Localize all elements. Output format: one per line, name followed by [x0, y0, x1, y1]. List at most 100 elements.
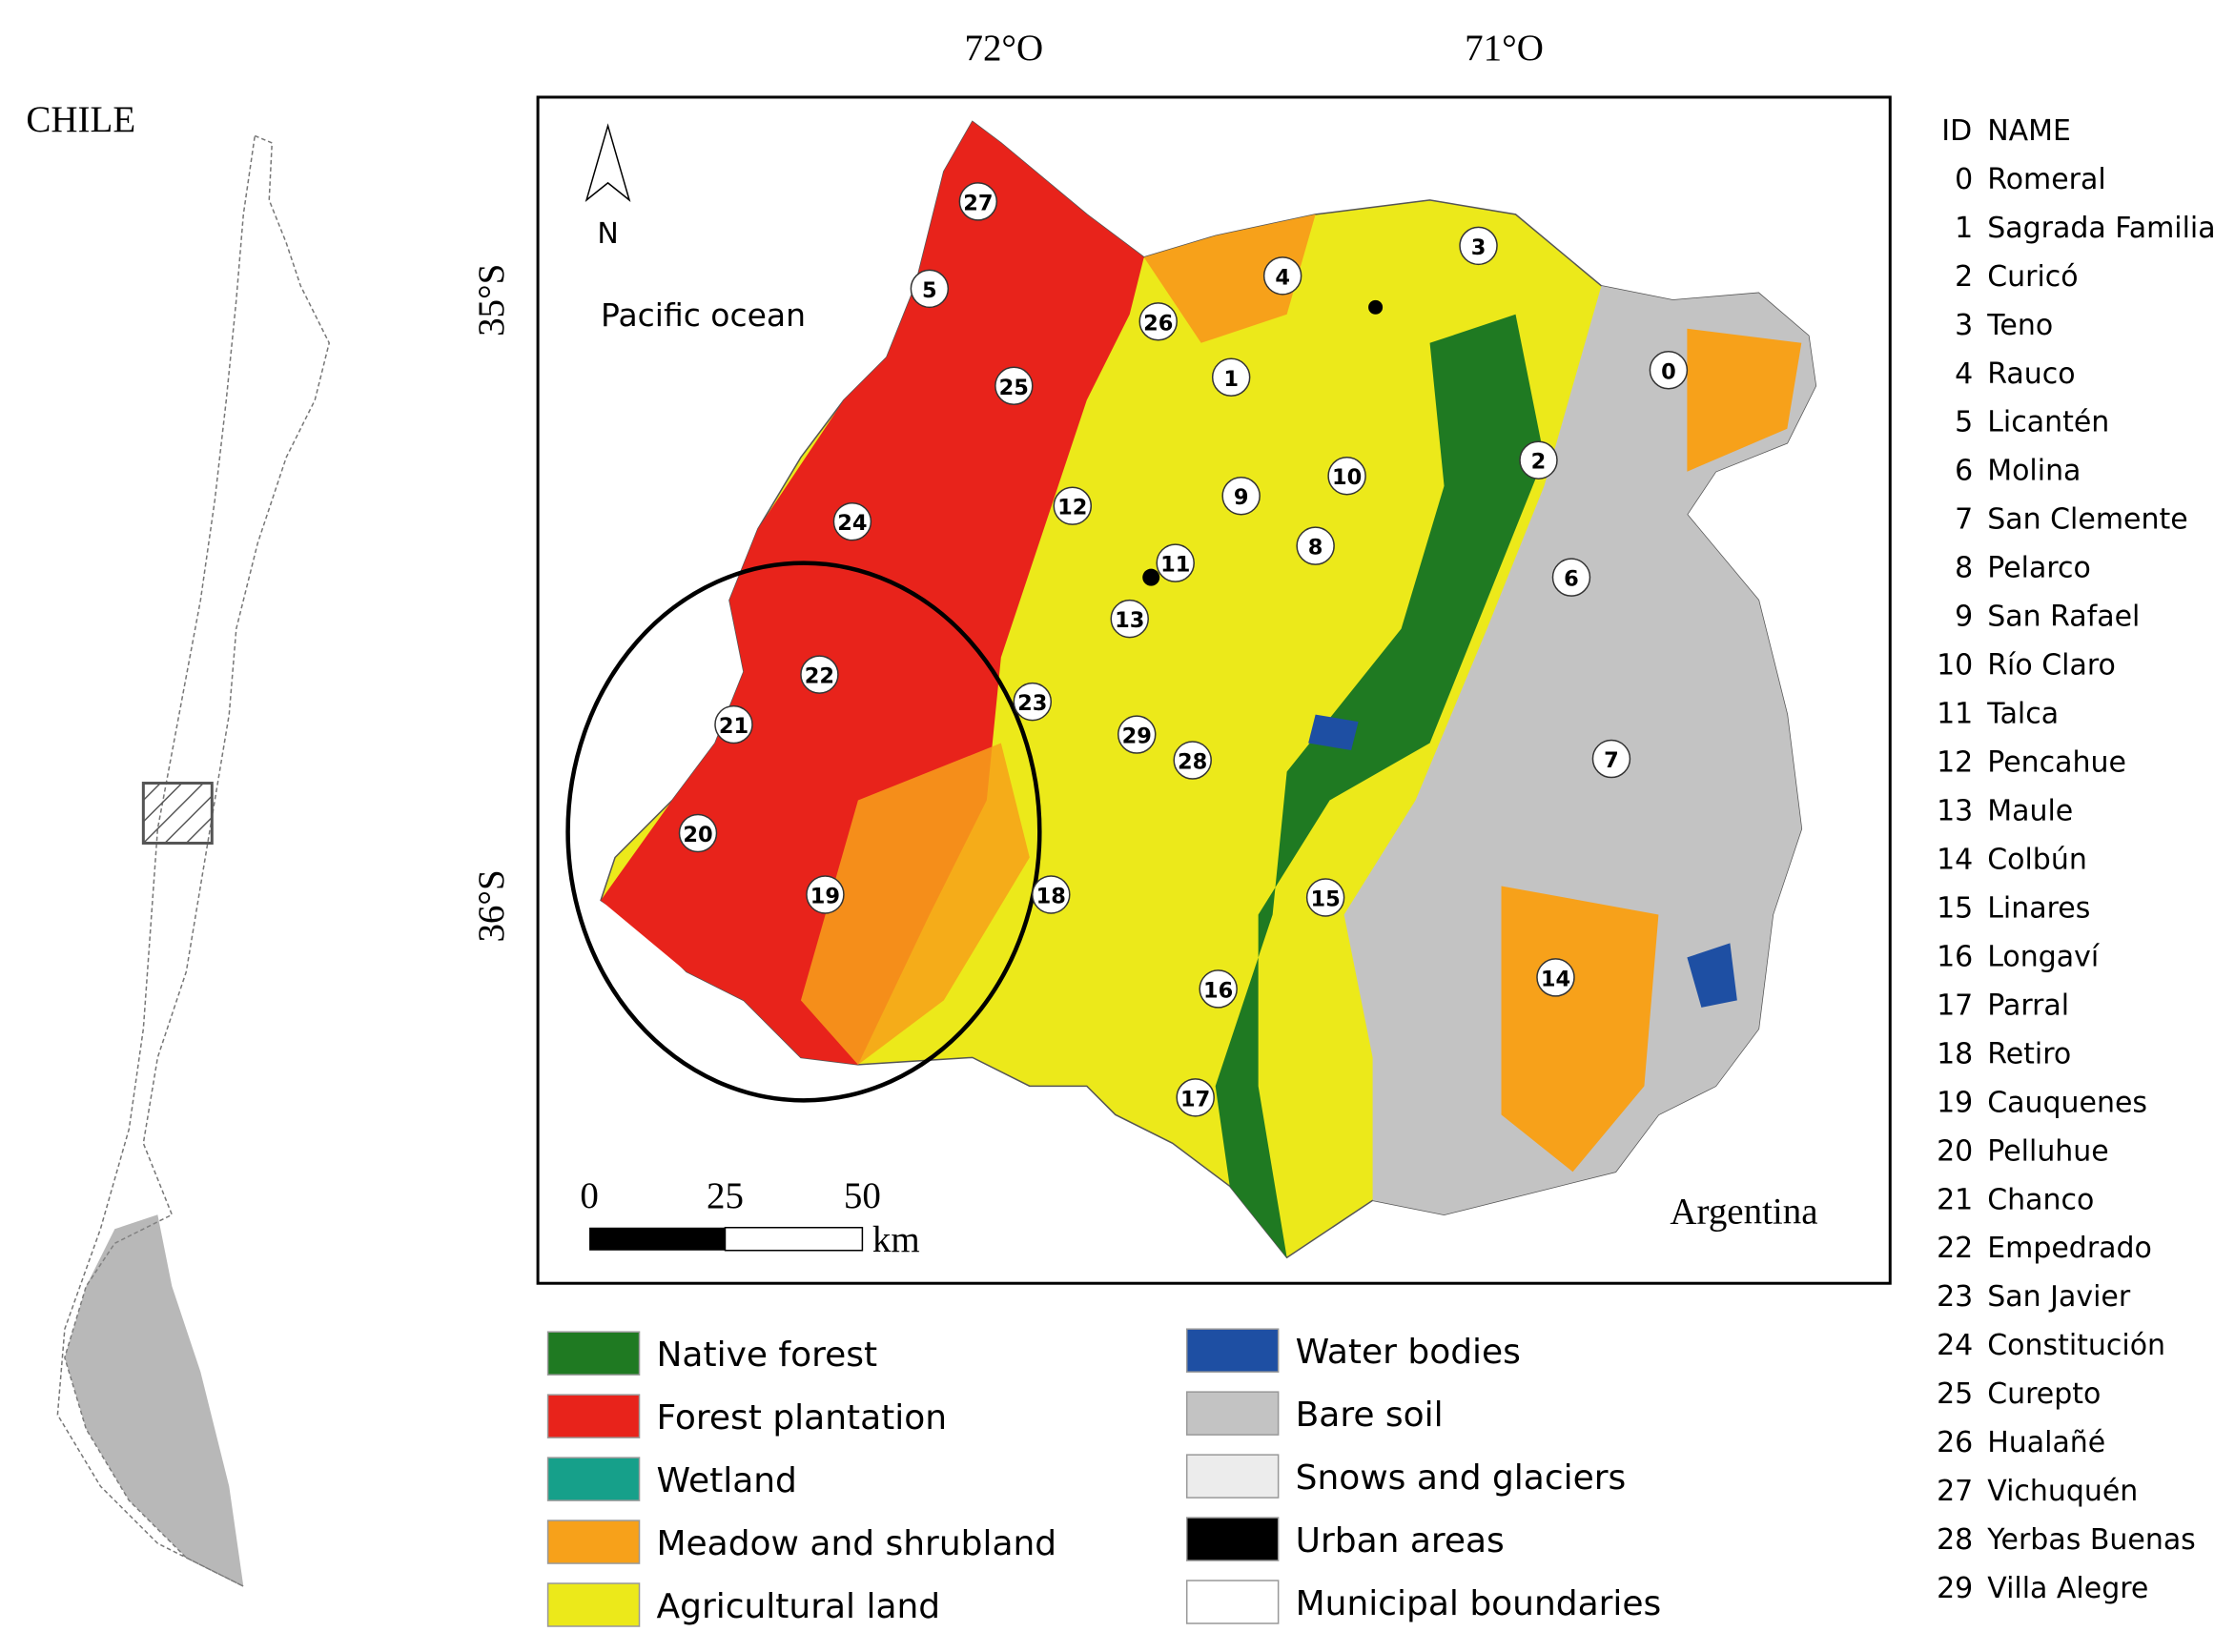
legend-label: Native forest	[657, 1336, 878, 1375]
table-id: 16	[1937, 940, 1973, 973]
lon-label: 72°O	[964, 28, 1043, 69]
table-name: Linares	[1987, 891, 2090, 925]
table-name: Maule	[1987, 795, 2073, 828]
municipality-marker	[1173, 741, 1212, 780]
table-id: 2	[1955, 260, 1973, 294]
legend-swatch	[546, 1519, 641, 1564]
water-body	[1687, 943, 1737, 1008]
municipality-id: 18	[1036, 884, 1066, 908]
table-id: 5	[1955, 406, 1973, 439]
table-name: Parral	[1987, 989, 2069, 1022]
municipality-marker	[1032, 875, 1071, 914]
municipality-id: 15	[1310, 887, 1340, 911]
municipality-id: 16	[1203, 978, 1233, 1003]
table-id: 25	[1937, 1377, 1973, 1411]
table-id: 27	[1937, 1475, 1973, 1508]
municipality-marker	[678, 813, 718, 853]
region-shrub-ne	[1687, 328, 1802, 472]
municipality-id: 22	[805, 664, 834, 689]
table-name: Licantén	[1987, 406, 2109, 439]
urban-area	[1368, 299, 1384, 315]
legend-swatch	[546, 1394, 641, 1438]
municipality-marker	[1013, 682, 1053, 722]
municipality-id: 20	[683, 823, 712, 847]
table-id: 21	[1937, 1183, 1973, 1216]
north-arrow	[584, 123, 631, 202]
legend-label: Agricultural land	[657, 1587, 941, 1626]
table-name: Empedrado	[1987, 1232, 2152, 1265]
municipality-id: 29	[1122, 724, 1152, 749]
municipality-id: 12	[1057, 496, 1087, 520]
municipality-marker	[1296, 526, 1335, 565]
study-area-box	[141, 782, 214, 845]
municipality-id: 17	[1180, 1087, 1210, 1112]
table-id: 19	[1937, 1086, 1973, 1119]
legend-label: Meadow and shrubland	[657, 1524, 1057, 1563]
highlight-ellipse	[565, 561, 1042, 1103]
lon-label: 71°O	[1465, 28, 1544, 69]
municipality-marker	[1262, 256, 1302, 296]
table-id: 26	[1937, 1426, 1973, 1459]
urban-area	[1142, 568, 1160, 586]
municipality-marker	[1221, 476, 1261, 516]
legend-label: Bare soil	[1296, 1396, 1444, 1435]
municipality-id: 14	[1541, 967, 1570, 991]
municipality-marker	[1138, 302, 1178, 341]
region-shrub-east	[1501, 886, 1659, 1173]
table-id: 22	[1937, 1232, 1973, 1265]
table-name: Rauco	[1987, 357, 2075, 391]
municipality-marker	[1211, 357, 1251, 398]
municipality-id: 9	[1234, 485, 1249, 510]
legend-label: Forest plantation	[657, 1398, 948, 1438]
municipality-id: 6	[1564, 567, 1579, 592]
table-name: Sagrada Familia	[1987, 212, 2215, 245]
scale-unit: km	[872, 1219, 920, 1260]
legend-swatch	[1185, 1391, 1280, 1436]
municipality-labels: 0123456789101112131415161718192021222324…	[678, 182, 1689, 1117]
table-name: Talca	[1986, 698, 2059, 731]
lat-label: 36°S	[471, 869, 512, 942]
municipality-marker	[806, 875, 845, 914]
table-name: Vichuquén	[1987, 1475, 2138, 1508]
table-id: 15	[1937, 891, 1973, 925]
municipality-marker	[1536, 958, 1575, 997]
table-id: 17	[1937, 989, 1973, 1022]
municipality-marker	[1110, 599, 1149, 639]
legend-swatch	[1185, 1517, 1280, 1561]
table-name: Curepto	[1987, 1377, 2101, 1411]
land-cover	[600, 120, 1817, 1259]
municipality-marker	[1156, 543, 1195, 582]
municipality-id: 5	[922, 278, 937, 303]
region-shrub-west	[800, 743, 1030, 1065]
scale-tick: 50	[844, 1175, 881, 1216]
municipality-id: 11	[1160, 553, 1190, 578]
municipality-marker	[1591, 739, 1631, 779]
table-id: 7	[1955, 503, 1973, 537]
table-id: 3	[1955, 309, 1973, 342]
table-name: Chanco	[1987, 1183, 2094, 1216]
municipality-marker	[910, 269, 950, 309]
table-id: 1	[1955, 212, 1973, 245]
table-name: San Clemente	[1987, 503, 2187, 537]
table-id: 14	[1937, 843, 1973, 876]
table-name: Constitución	[1987, 1329, 2165, 1362]
legend-swatch	[546, 1331, 641, 1376]
municipality-marker	[714, 704, 753, 744]
legend-swatch	[1185, 1454, 1280, 1499]
table-name: Cauquenes	[1987, 1086, 2147, 1119]
municipality-id: 13	[1115, 608, 1144, 633]
table-name: San Rafael	[1987, 601, 2140, 634]
municipality-marker	[1118, 715, 1157, 754]
legend-label: Snows and glaciers	[1296, 1458, 1627, 1498]
municipality-id: 19	[810, 884, 840, 908]
municipality-marker	[832, 501, 872, 541]
inset-title: CHILE	[26, 99, 135, 140]
municipality-marker	[1327, 456, 1366, 496]
scale-tick: 25	[707, 1175, 744, 1216]
table-name: Pelarco	[1987, 552, 2091, 585]
scale-tick: 0	[580, 1175, 598, 1216]
legend-swatch	[1185, 1328, 1280, 1373]
region-plantation	[601, 121, 1144, 1065]
table-id: 23	[1937, 1280, 1973, 1314]
